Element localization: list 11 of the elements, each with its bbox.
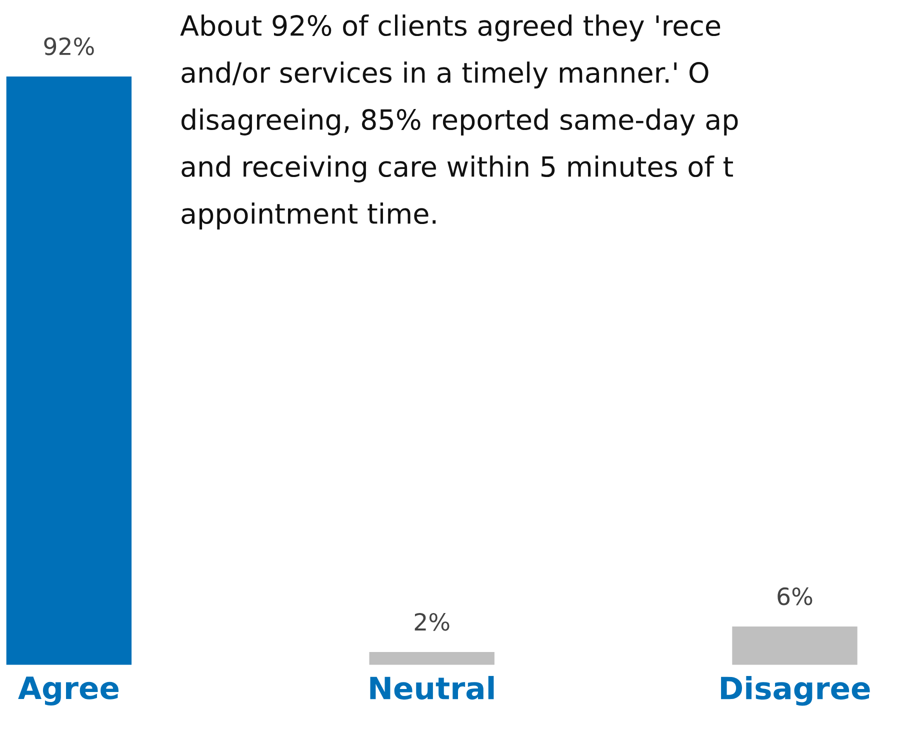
x-tick-label: Disagree xyxy=(721,676,870,706)
data-label: 2% xyxy=(414,612,450,631)
data-label: 6% xyxy=(778,587,812,606)
text: About 92% of clients agreed they 'rece xyxy=(180,14,720,42)
annotation: disagreeing, 85% reported same-day ap xyxy=(182,108,738,136)
data-label: 92% xyxy=(44,37,94,56)
annotation: and receiving care within 5 minutes of t xyxy=(182,156,733,182)
annotation: and/or services in a timely manner.' O xyxy=(182,62,708,88)
annotation: appointment time. xyxy=(182,202,436,230)
x-tick-label: Neutral xyxy=(370,676,494,700)
x-tick-label: Agree xyxy=(18,676,118,706)
